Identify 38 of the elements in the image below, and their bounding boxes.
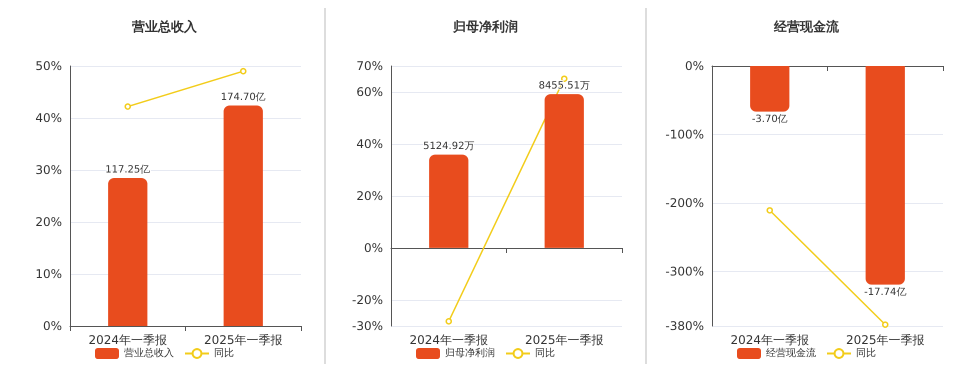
y-tick-label: 70% xyxy=(356,59,383,73)
y-tick-label: 50% xyxy=(35,59,62,73)
data-label: -17.74亿 xyxy=(864,287,906,298)
y-tick-label: 10% xyxy=(35,267,62,281)
y-tick-label: 0% xyxy=(364,241,383,255)
y-tick-label: 40% xyxy=(356,137,383,151)
legend-label: 同比 xyxy=(535,347,555,359)
chart-title: 营业总收入 xyxy=(131,19,198,35)
data-label: -3.70亿 xyxy=(752,114,788,126)
y-tick-label: 20% xyxy=(35,215,62,229)
y-tick-label: -100% xyxy=(665,127,704,142)
legend-label: 营业总收入 xyxy=(124,347,174,359)
data-label: 5124.92万 xyxy=(423,141,474,152)
y-tick-label: 20% xyxy=(356,189,383,203)
data-label: 174.70亿 xyxy=(220,92,266,104)
x-tick-label: 2024年一季报 xyxy=(88,333,168,347)
legend-label: 同比 xyxy=(856,347,876,359)
data-label: 117.25亿 xyxy=(105,164,150,176)
y-tick-label: -380% xyxy=(665,319,704,333)
y-tick-label: 0% xyxy=(684,59,704,73)
y-tick-label: 40% xyxy=(35,111,62,125)
y-tick-label: 60% xyxy=(356,85,383,99)
legend-label: 经营现金流 xyxy=(766,347,816,359)
chart-title: 归母净利润 xyxy=(452,19,518,35)
x-tick-label: 2025年一季报 xyxy=(524,333,604,347)
x-tick-label: 2025年一季报 xyxy=(846,333,925,347)
y-tick-label: -200% xyxy=(665,196,704,210)
y-tick-label: 0% xyxy=(42,319,62,333)
x-tick-label: 2025年一季报 xyxy=(204,333,283,347)
chart-title: 经营现金流 xyxy=(773,19,840,35)
legend-label: 归母净利润 xyxy=(445,347,495,359)
y-tick-label: -300% xyxy=(665,264,704,278)
y-tick-label: 30% xyxy=(35,163,62,177)
x-tick-label: 2024年一季报 xyxy=(730,333,810,347)
y-tick-label: -20% xyxy=(352,293,383,307)
x-tick-label: 2024年一季报 xyxy=(409,333,488,347)
y-tick-label: -30% xyxy=(352,319,383,333)
legend-label: 同比 xyxy=(214,347,234,359)
